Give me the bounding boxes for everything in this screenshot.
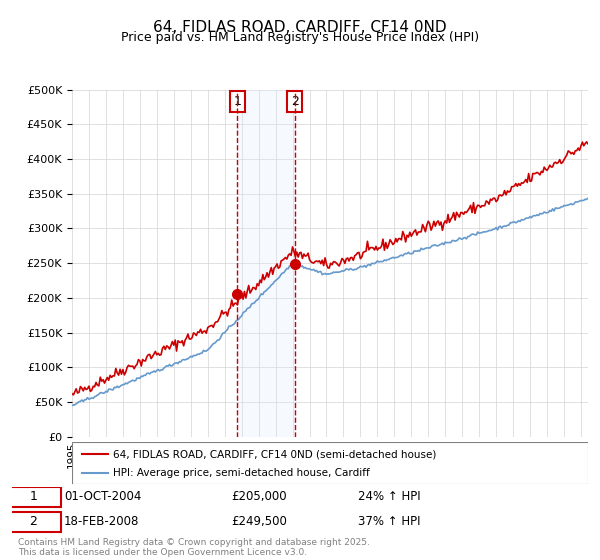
Text: 18-FEB-2008: 18-FEB-2008 (64, 515, 139, 529)
Text: 01-OCT-2004: 01-OCT-2004 (64, 490, 141, 503)
Text: 1: 1 (233, 95, 241, 108)
Text: 2: 2 (291, 95, 299, 108)
Text: 24% ↑ HPI: 24% ↑ HPI (358, 490, 420, 503)
Text: 37% ↑ HPI: 37% ↑ HPI (358, 515, 420, 529)
Text: HPI: Average price, semi-detached house, Cardiff: HPI: Average price, semi-detached house,… (113, 468, 370, 478)
Text: Contains HM Land Registry data © Crown copyright and database right 2025.
This d: Contains HM Land Registry data © Crown c… (18, 538, 370, 557)
Text: 64, FIDLAS ROAD, CARDIFF, CF14 0ND (semi-detached house): 64, FIDLAS ROAD, CARDIFF, CF14 0ND (semi… (113, 449, 437, 459)
Text: 1: 1 (29, 490, 37, 503)
FancyBboxPatch shape (72, 442, 588, 484)
Text: £249,500: £249,500 (231, 515, 287, 529)
Text: 2: 2 (29, 515, 37, 529)
Bar (238, 90, 295, 437)
Text: £205,000: £205,000 (231, 490, 287, 503)
Text: Price paid vs. HM Land Registry's House Price Index (HPI): Price paid vs. HM Land Registry's House … (121, 31, 479, 44)
FancyBboxPatch shape (6, 512, 61, 532)
FancyBboxPatch shape (6, 487, 61, 507)
Text: 64, FIDLAS ROAD, CARDIFF, CF14 0ND: 64, FIDLAS ROAD, CARDIFF, CF14 0ND (153, 20, 447, 35)
